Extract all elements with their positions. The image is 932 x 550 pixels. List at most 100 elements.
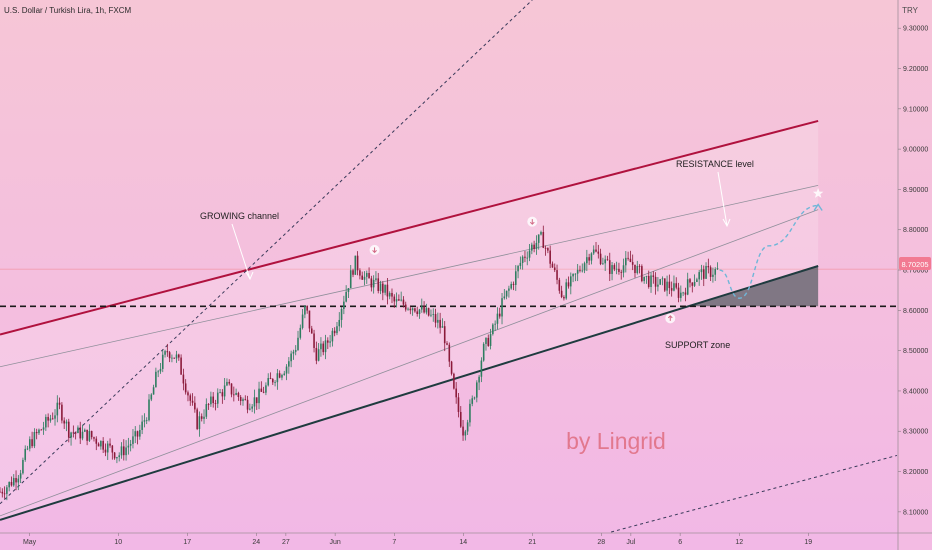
candle-body <box>356 255 359 271</box>
candle <box>352 268 354 278</box>
candle-body <box>136 431 139 437</box>
y-tick-label: 8.80000 <box>903 227 928 234</box>
candle <box>100 440 102 450</box>
candle-body <box>210 396 212 405</box>
candle <box>173 357 176 359</box>
candle-body <box>579 269 581 271</box>
candle-body <box>340 309 343 320</box>
candle <box>136 430 139 445</box>
candle <box>281 373 283 381</box>
candle <box>689 277 691 288</box>
candle <box>622 258 625 278</box>
candle-body <box>558 279 561 291</box>
candle-body <box>492 324 494 335</box>
candle <box>437 312 439 329</box>
candle <box>42 421 45 435</box>
candle-body <box>693 281 696 286</box>
candle-body <box>473 397 476 399</box>
x-tick-label: May <box>23 539 37 546</box>
candle <box>716 262 719 270</box>
y-tick-label: 8.20000 <box>903 469 928 476</box>
candle-body <box>450 361 453 374</box>
candle <box>423 301 425 314</box>
candle <box>171 354 173 363</box>
candle <box>652 271 655 284</box>
candle-body <box>349 270 352 289</box>
candle <box>361 271 363 280</box>
candle-body <box>402 299 405 305</box>
candle <box>382 281 384 301</box>
candle <box>315 341 318 365</box>
candle-body <box>657 284 659 287</box>
candle-body <box>643 276 645 282</box>
candle <box>517 264 519 279</box>
candle-body <box>618 268 620 272</box>
candle-body <box>239 396 242 402</box>
candle-body <box>478 376 480 383</box>
candle <box>333 327 336 337</box>
candle <box>558 277 561 294</box>
candle <box>407 307 409 311</box>
candle-body <box>251 406 253 409</box>
candle-body <box>19 473 22 479</box>
candle-body <box>134 431 137 437</box>
candle <box>659 278 661 285</box>
candle-body <box>97 443 100 447</box>
candle-body <box>86 429 88 441</box>
candle <box>253 389 256 414</box>
candle-body <box>203 416 205 419</box>
candle-body <box>365 273 368 277</box>
candle-body <box>40 429 43 431</box>
candle-body <box>212 396 214 404</box>
candle <box>93 436 95 442</box>
candle-body <box>409 308 412 311</box>
candle <box>228 379 231 386</box>
candle-series <box>0 225 719 501</box>
candle <box>45 414 47 431</box>
candle-body <box>306 305 308 311</box>
candle <box>65 419 68 432</box>
candle <box>203 409 205 424</box>
candle-body <box>668 281 671 289</box>
candle-body <box>466 422 469 432</box>
candle <box>164 349 166 358</box>
candle <box>111 444 114 460</box>
candle-body <box>386 284 389 297</box>
candle <box>81 424 84 441</box>
candle-body <box>590 253 593 261</box>
candle <box>680 285 682 302</box>
candle <box>579 265 581 273</box>
candle-body <box>95 438 98 444</box>
candle-body <box>139 429 141 437</box>
candle-body <box>317 349 320 361</box>
candle <box>72 425 75 438</box>
candle <box>343 295 345 315</box>
candle <box>194 396 196 413</box>
candle-body <box>553 267 556 271</box>
candle-body <box>372 279 375 288</box>
candle <box>563 295 565 301</box>
candle-body <box>29 439 31 449</box>
candle-body <box>145 420 148 422</box>
candle-body <box>586 257 588 264</box>
y-tick-label: 8.30000 <box>903 429 928 436</box>
candle <box>141 415 143 435</box>
candle <box>508 285 510 298</box>
candle <box>553 263 556 273</box>
candle <box>120 442 123 459</box>
candle-body <box>219 392 221 393</box>
candle <box>294 345 297 356</box>
candle-body <box>702 269 705 279</box>
y-tick-label: 9.20000 <box>903 66 928 73</box>
candle-body <box>233 394 235 396</box>
candle <box>237 391 240 401</box>
candle <box>157 369 159 378</box>
candle-body <box>416 311 419 314</box>
last-price-tag: 8.70205 <box>899 257 931 270</box>
candle-body <box>368 273 370 279</box>
candle <box>631 254 634 271</box>
x-tick-label: 17 <box>183 539 191 546</box>
candle <box>673 275 675 292</box>
candle <box>182 368 185 391</box>
